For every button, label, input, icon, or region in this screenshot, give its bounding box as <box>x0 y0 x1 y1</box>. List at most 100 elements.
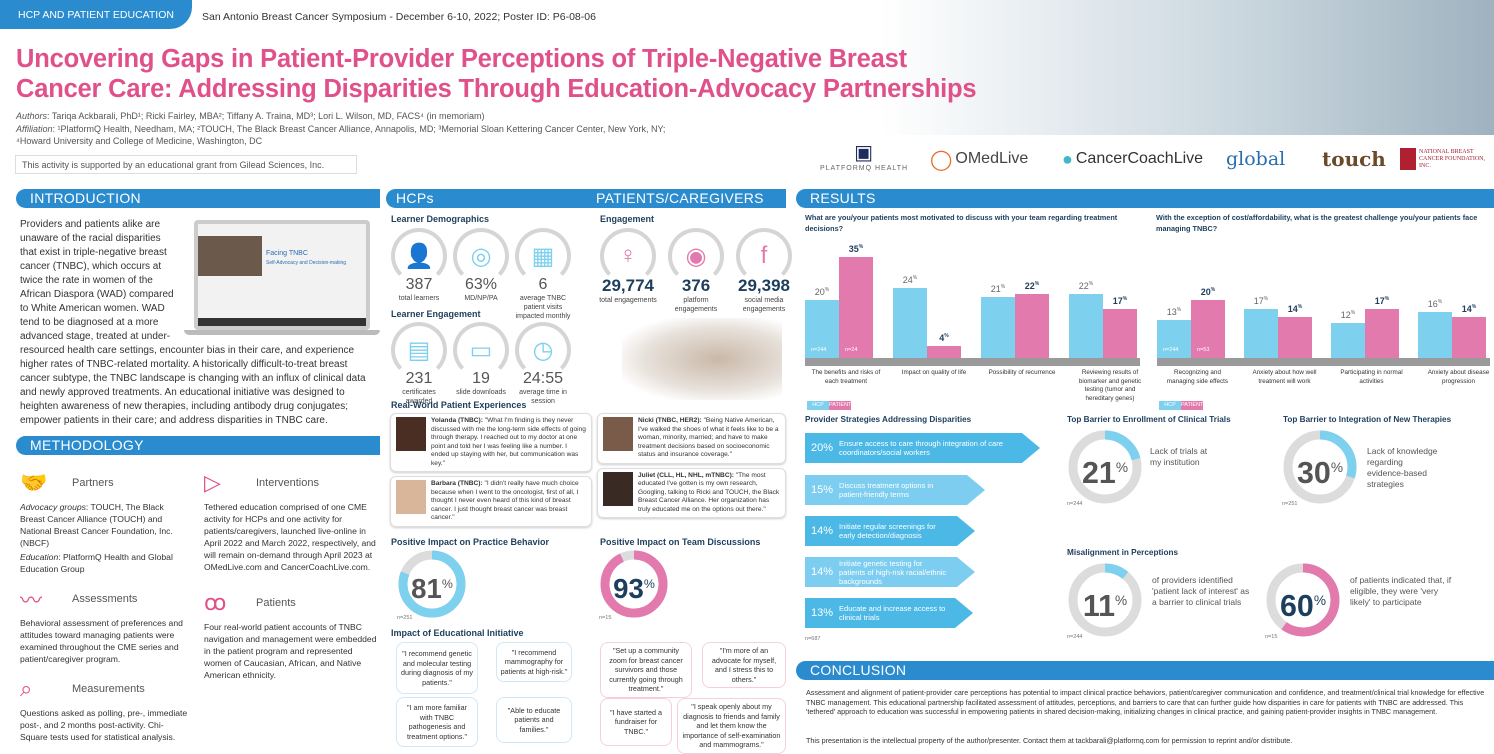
logo-touch: touch <box>1322 147 1386 171</box>
bar-patient <box>1365 308 1399 358</box>
patient-photo <box>603 417 633 451</box>
bar-patient <box>1278 317 1312 358</box>
quotes-right: Nicki (TNBC, HER2): "Being Native Americ… <box>597 413 786 518</box>
donut-arc <box>600 550 668 618</box>
bar-value-label: 20% <box>814 287 830 297</box>
bar-value-label: 14% <box>1287 304 1303 315</box>
patient-photo <box>396 417 426 451</box>
patient-quote-bubble: "I speak openly about my diagnosis to fr… <box>677 698 786 754</box>
logo-platformq: ▣ PLATFORMQ HEALTH <box>820 142 909 172</box>
hcp-quote-bubble: "I recommend mammography for patients at… <box>496 642 572 682</box>
real-world-title: Real-World Patient Experiences <box>391 400 527 410</box>
stat-value: 63% <box>450 276 512 294</box>
strategy-item: 14% Initiate genetic testing for patients… <box>805 557 975 587</box>
team-discussions-title: Positive Impact on Team Discussions <box>600 537 761 547</box>
donut-number: 11 <box>1082 588 1115 623</box>
stat-item: f 29,398 social media engagements <box>732 228 796 314</box>
stat-value: 19 <box>450 370 512 388</box>
strategies-title: Provider Strategies Addressing Dispariti… <box>805 415 972 424</box>
calendar-icon: ▦ <box>515 228 571 284</box>
bar-value-label: 17% <box>1253 295 1269 306</box>
hcps-heading: HCPs <box>396 190 434 206</box>
stat-item: ◉ 376 platform engagements <box>664 228 728 314</box>
logo-omedlive: ◯ OMedLive <box>930 148 1029 171</box>
clock-icon: ◷ <box>515 322 571 378</box>
providers-misalignment-donut <box>1068 563 1142 637</box>
bar-value-label: 24% <box>902 275 918 286</box>
bar-value-label: 13% <box>1166 307 1182 318</box>
partners-heading: 🤝 Partners <box>20 470 114 495</box>
patient-quote-bubble: "Set up a community zoom for breast canc… <box>600 642 692 698</box>
bar-value-label: 16% <box>1427 298 1443 309</box>
ip-notice: This presentation is the intellectual pr… <box>806 736 1293 745</box>
people-group-icon: ꝏ <box>204 590 227 615</box>
donut-arc <box>398 550 466 618</box>
strategy-value: 15% <box>811 484 834 496</box>
bar-value-label: 35% <box>848 243 864 254</box>
hcp-quote-bubble: "I am more familiar with TNBC pathogenes… <box>396 697 478 747</box>
strategy-item: 14% Initiate regular screenings for early… <box>805 516 975 546</box>
percent-sign: % <box>1313 592 1326 608</box>
consultation-photo <box>622 318 782 400</box>
practice-behavior-donut <box>398 550 466 618</box>
assessments-heading: 〰 Assessments <box>20 585 190 613</box>
woman-icon: ♀ <box>600 228 656 284</box>
sample-size: n=244 <box>1067 634 1083 640</box>
stat-item: ◷ 24:55 average time in session <box>512 322 574 406</box>
stat-value: 6 <box>512 276 574 294</box>
sample-size: n=251 <box>1282 501 1298 507</box>
laptop-subtitle: Self-Advocacy and Decision-making <box>266 260 347 266</box>
webcam-icon: ◉ <box>668 228 724 284</box>
section-header-middle: HCPs PATIENTS/CAREGIVERS <box>386 189 786 208</box>
strategy-text: Discuss treatment options in patient-fri… <box>839 481 934 499</box>
legend-hcp: HCP <box>807 401 829 410</box>
patients-text: Four real-world patient accounts of TNBC… <box>204 622 377 680</box>
strategy-text: Ensure access to care through integratio… <box>839 439 1003 457</box>
bar-value-label: 12% <box>1340 310 1356 321</box>
authors: Authors: Tariqa Ackbarali, PhD¹; Ricki F… <box>16 110 665 148</box>
bar-hcp <box>805 300 839 358</box>
stat-value: 29,774 <box>596 276 660 296</box>
strategy-text: Educate and increase access to clinical … <box>839 604 946 622</box>
sample-size: n=251 <box>397 615 413 621</box>
team-discussions-donut <box>600 550 668 618</box>
sample-size: n=244 <box>811 347 827 353</box>
stat-value: 29,398 <box>732 276 796 296</box>
patient-photo <box>603 471 633 506</box>
strategies-n: n=687 <box>805 636 821 642</box>
stat-label: total learners <box>398 295 440 302</box>
bar-patient <box>1191 300 1225 358</box>
sample-size: n=244 <box>1067 501 1083 507</box>
donut-arc <box>1266 563 1340 637</box>
section-header-conclusion: CONCLUSION <box>796 661 1494 680</box>
donut-value: 93% <box>605 571 663 603</box>
quote-card: Yolanda (TNBC): "What I'm finding is the… <box>390 413 592 472</box>
donut-arc <box>1068 563 1142 637</box>
symposium-info: San Antonio Breast Cancer Symposium - De… <box>202 11 596 23</box>
title-line-1: Uncovering Gaps in Patient-Provider Perc… <box>16 45 907 73</box>
strategy-value: 14% <box>811 525 834 537</box>
donut-number: 93 <box>613 573 644 605</box>
presentation-icon: ▭ <box>453 322 509 378</box>
handshake-icon: 🤝 <box>20 470 48 495</box>
bar-hcp <box>1331 323 1365 358</box>
percent-sign: % <box>441 576 453 591</box>
category-label: Possibility of recurrence <box>988 369 1056 376</box>
percent-sign: % <box>1330 459 1343 475</box>
category-label: Reviewing results of biomarker and genet… <box>1078 369 1142 402</box>
logo-global: global <box>1226 148 1286 170</box>
stat-label: platform engagements <box>674 297 718 313</box>
section-header-methodology: METHODOLOGY <box>16 436 380 455</box>
stat-label: average time in session <box>519 389 567 405</box>
bar-value-label: 22% <box>1024 281 1040 292</box>
laptop-title: Facing TNBC <box>266 250 308 257</box>
therapies-barrier-donut <box>1283 430 1357 504</box>
legend-hcp: HCP <box>1159 401 1181 410</box>
donut-value: 11% <box>1073 586 1137 622</box>
partners-text: Advocacy groups: TOUCH, The Black Breast… <box>20 502 173 574</box>
sample-size: n=53 <box>1197 347 1210 353</box>
donut-value: 30% <box>1288 453 1352 489</box>
interventions-text: Tethered education comprised of one CME … <box>204 502 376 572</box>
stat-item: ▭ 19 slide downloads <box>450 322 512 406</box>
category-label: Participating in normal activities <box>1340 369 1403 385</box>
